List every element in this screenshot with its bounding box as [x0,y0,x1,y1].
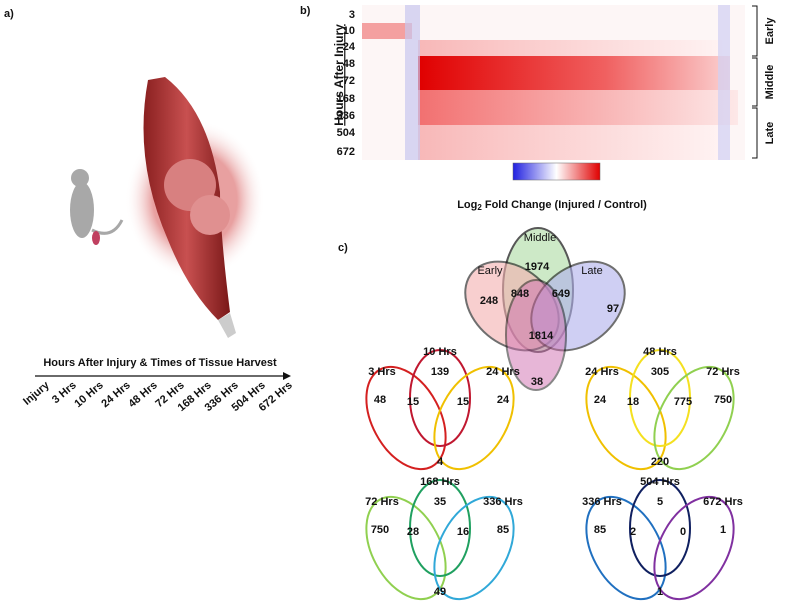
count: 15 [407,396,419,408]
set-label: Early [477,265,503,277]
set-label: Middle [524,232,556,244]
count: 35 [434,496,446,508]
set-label: 72 Hrs [706,366,740,378]
set-label: Late [581,265,602,277]
row-label: 3 [349,9,355,21]
group-brackets [752,5,758,159]
set-label: 72 Hrs [365,496,399,508]
count: 750 [714,394,732,406]
venn-set [409,349,471,447]
venn-set [433,495,515,601]
count: 85 [497,524,509,536]
count: 49 [434,586,446,598]
set-label: 48 Hrs [643,346,677,358]
count: 24 [497,394,510,406]
set-label: 24 Hrs [486,366,520,378]
venn-set [629,479,691,577]
set-label: 672 Hrs [703,496,743,508]
row-label: 336 [337,110,355,122]
muscle-illustration [125,77,265,338]
timeline-title: Hours After Injury & Times of Tissue Har… [43,357,277,369]
count: 750 [371,524,389,536]
row-label: 72 [343,75,355,87]
venn-set [409,479,471,577]
venn-set [653,365,735,471]
count: 1 [657,586,663,598]
colorbar-title-part: Fold Change (Injured / Control) [482,199,647,211]
heatmap-y-title: Hours After Injury [332,24,346,126]
panel-label: c) [338,242,348,254]
count: 220 [651,456,669,468]
count: 1814 [529,330,554,342]
main-venn [464,227,626,391]
row-label: 168 [337,93,355,105]
count: 2 [630,526,636,538]
count: 1 [720,524,726,536]
set-label: 3 Hrs [368,366,396,378]
count: 649 [552,288,570,300]
timepoint-label: 10 Hrs [72,379,105,410]
timepoint-label: Injury [21,379,52,408]
row-label: 48 [343,58,355,70]
count: 97 [607,303,619,315]
venn-set [365,495,447,601]
venn-set [585,495,667,601]
row-label: 10 [343,25,355,37]
set-label: 10 Hrs [423,346,457,358]
count: 139 [431,366,449,378]
colorbar-title: Log2 Fold Change (Injured / Control) [457,199,647,212]
count: 48 [374,394,386,406]
count: 38 [531,376,543,388]
count: 85 [594,524,606,536]
set-label: 24 Hrs [585,366,619,378]
venn: 3 Hrs 10 Hrs 24 Hrs 48 139 24 15 15 4 [365,346,520,471]
count: 305 [651,366,669,378]
venn-set [365,365,447,471]
group-label: Middle [764,65,776,100]
count: 1974 [525,261,550,273]
venn: 24 Hrs 48 Hrs 72 Hrs 24 305 750 18 775 220 [585,346,740,471]
set-label: 168 Hrs [420,476,460,488]
venn: 72 Hrs 168 Hrs 336 Hrs 750 35 85 28 16 49 [365,476,523,601]
venn: 336 Hrs 504 Hrs 672 Hrs 85 5 1 2 0 1 [582,476,743,601]
colorbar-title-subscript: 2 [477,203,482,212]
count: 775 [674,396,692,408]
mouse-illustration [70,169,124,245]
count: 18 [627,396,639,408]
colorbar [512,162,601,181]
count: 848 [511,288,529,300]
heatmap [362,5,745,160]
group-label: Early [764,17,776,45]
count: 28 [407,526,419,538]
timepoint-label: 48 Hrs [126,379,159,410]
venn-set [433,365,515,471]
row-label: 504 [337,127,356,139]
count: 0 [680,526,686,538]
count: 16 [457,526,469,538]
set-label: 504 Hrs [640,476,680,488]
count: 4 [437,456,444,468]
panel-label: a) [4,8,14,20]
colorbar-title-part: Log [457,199,477,211]
count: 15 [457,396,469,408]
count: 248 [480,295,498,307]
timeline-arrowhead [283,372,291,380]
set-label: 336 Hrs [582,496,622,508]
set-label: 336 Hrs [483,496,523,508]
group-label: Late [764,122,776,145]
venn-set [585,365,667,471]
row-label: 672 [337,146,355,158]
count: 5 [657,496,663,508]
venn-set [653,495,735,601]
venn-set [629,349,691,447]
count: 24 [594,394,607,406]
timepoint-label: 24 Hrs [99,379,132,410]
row-label: 24 [343,41,356,53]
panel-label: b) [300,5,311,17]
